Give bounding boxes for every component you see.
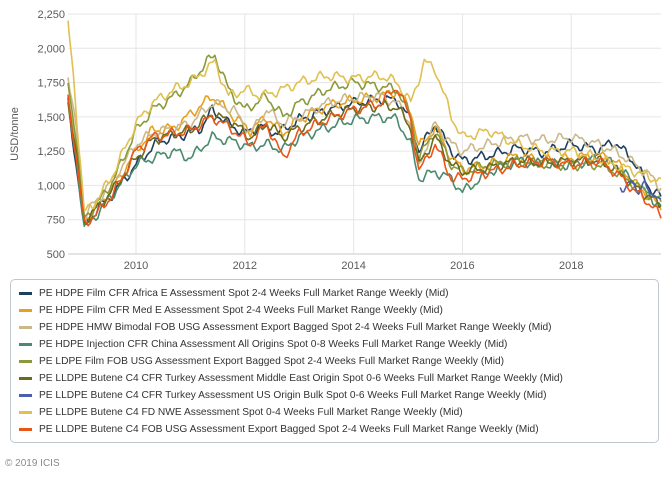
y-tick-label: 2,000 xyxy=(37,43,65,55)
legend-item-1[interactable]: PE HDPE Film CFR Africa E Assessment Spo… xyxy=(19,285,650,302)
x-tick-label: 2012 xyxy=(233,260,257,272)
series-line-3 xyxy=(67,77,662,221)
legend-item-4[interactable]: PE HDPE Injection CFR China Assessment A… xyxy=(19,336,650,353)
x-axis-ticks: 2010 2012 2014 2016 2018 xyxy=(124,260,584,272)
y-tick-label: 1,500 xyxy=(37,112,65,124)
legend-label: PE HDPE Injection CFR China Assessment A… xyxy=(39,339,508,350)
legend-label: PE LDPE Film FOB USG Assessment Export B… xyxy=(39,356,505,367)
legend-label: PE LLDPE Butene C4 FD NWE Assessment Spo… xyxy=(39,407,463,418)
legend-label: PE LLDPE Butene C4 CFR Turkey Assessment… xyxy=(39,373,563,384)
series-line-5 xyxy=(67,54,662,219)
series-line-9 xyxy=(67,89,662,227)
x-tick-label: 2010 xyxy=(124,260,148,272)
series-line-8 xyxy=(67,20,662,212)
legend-item-3[interactable]: PE HDPE HMW Bimodal FOB USG Assessment E… xyxy=(19,319,650,336)
legend-swatch xyxy=(19,309,32,312)
legend-label: PE HDPE Film CFR Med E Assessment Spot 2… xyxy=(39,305,443,316)
legend-item-9[interactable]: PE LLDPE Butene C4 FOB USG Assessment Ex… xyxy=(19,421,650,438)
legend-item-5[interactable]: PE LDPE Film FOB USG Assessment Export B… xyxy=(19,353,650,370)
legend-label: PE HDPE HMW Bimodal FOB USG Assessment E… xyxy=(39,322,552,333)
legend-item-7[interactable]: PE LLDPE Butene C4 CFR Turkey Assessment… xyxy=(19,387,650,404)
legend-swatch xyxy=(19,343,32,346)
legend-swatch xyxy=(19,411,32,414)
legend-item-2[interactable]: PE HDPE Film CFR Med E Assessment Spot 2… xyxy=(19,302,650,319)
y-tick-label: 1,250 xyxy=(37,146,65,158)
legend-swatch xyxy=(19,394,32,397)
series-line-6 xyxy=(67,99,662,226)
legend-label: PE HDPE Film CFR Africa E Assessment Spo… xyxy=(39,288,449,299)
y-axis-ticks: 500 750 1,000 1,250 1,500 1,750 2,000 2,250 xyxy=(37,9,65,261)
legend-swatch xyxy=(19,428,32,431)
legend-swatch xyxy=(19,292,32,295)
legend-label: PE LLDPE Butene C4 CFR Turkey Assessment… xyxy=(39,390,547,401)
series-line-4 xyxy=(67,98,662,227)
y-tick-label: 500 xyxy=(47,249,65,261)
legend-swatch xyxy=(19,326,32,329)
chart-legend: PE HDPE Film CFR Africa E Assessment Spo… xyxy=(10,279,659,443)
x-tick-label: 2016 xyxy=(450,260,474,272)
legend-item-8[interactable]: PE LLDPE Butene C4 FD NWE Assessment Spo… xyxy=(19,404,650,421)
y-tick-label: 2,250 xyxy=(37,9,65,21)
legend-label: PE LLDPE Butene C4 FOB USG Assessment Ex… xyxy=(39,424,539,435)
line-chart: 500 750 1,000 1,250 1,500 1,750 2,000 2,250 201… xyxy=(9,9,662,272)
series-line-2 xyxy=(67,89,662,223)
legend-swatch xyxy=(19,377,32,380)
legend-swatch xyxy=(19,360,32,363)
y-tick-label: 1,750 xyxy=(37,78,65,90)
series-lines xyxy=(67,20,662,227)
y-tick-label: 750 xyxy=(47,215,65,227)
x-tick-label: 2018 xyxy=(559,260,583,272)
x-tick-label: 2014 xyxy=(341,260,365,272)
legend-item-6[interactable]: PE LLDPE Butene C4 CFR Turkey Assessment… xyxy=(19,370,650,387)
y-tick-label: 1,000 xyxy=(37,180,65,192)
y-axis-title: USD/tonne xyxy=(9,107,21,161)
copyright-notice: © 2019 ICIS xyxy=(5,458,60,469)
